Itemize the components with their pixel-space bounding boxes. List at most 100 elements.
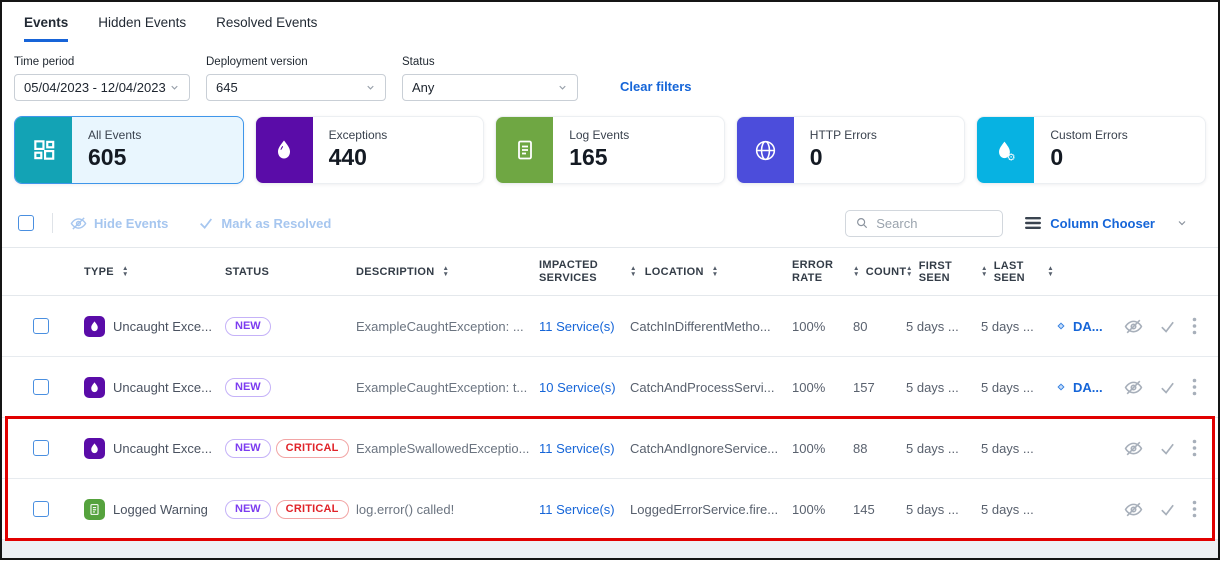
impacted-services-link[interactable]: 11 Service(s) (539, 318, 615, 334)
col-location: LOCATION (644, 265, 704, 278)
toolbar-right: Column Chooser (845, 209, 1188, 237)
search-input[interactable] (876, 215, 987, 231)
table-rows: Uncaught Exce... NEW ExampleCaughtExcept… (2, 296, 1218, 541)
filter-time-period: Time period 05/04/2023 - 12/04/2023 (14, 56, 190, 101)
hide-event-icon[interactable] (1124, 378, 1143, 397)
select-all-checkbox[interactable] (18, 215, 34, 231)
hide-events-label: Hide Events (94, 215, 169, 231)
search-box (845, 209, 1004, 237)
flame-icon (255, 117, 313, 183)
row-checkbox[interactable] (33, 440, 49, 456)
col-last-seen: LAST SEEN (993, 259, 1025, 284)
impacted-services-link[interactable]: 11 Service(s) (539, 440, 615, 456)
resolve-event-icon[interactable] (1159, 501, 1176, 518)
kebab-menu-icon[interactable] (1192, 378, 1197, 396)
clear-filters-button[interactable]: Clear filters (620, 79, 692, 94)
kebab-menu-icon[interactable] (1192, 500, 1197, 518)
column-chooser-button[interactable]: Column Chooser (1025, 216, 1188, 231)
first-seen-value: 5 days ... (906, 440, 959, 456)
card-label: All Events (88, 128, 142, 142)
row-checkbox[interactable] (33, 318, 49, 334)
kebab-menu-icon[interactable] (1192, 317, 1197, 335)
deployment-version-select[interactable]: 645 (206, 74, 386, 101)
document-icon (496, 117, 554, 183)
count-value: 157 (853, 379, 875, 395)
time-period-select[interactable]: 05/04/2023 - 12/04/2023 (14, 74, 190, 101)
card-log-events[interactable]: Log Events 165 (495, 116, 725, 184)
sort-icon[interactable]: ▲ ▼ (906, 264, 913, 278)
sort-icon[interactable]: ▲ ▼ (630, 264, 637, 278)
resolve-event-icon[interactable] (1159, 318, 1176, 335)
card-all-events[interactable]: All Events 605 (14, 116, 244, 184)
time-period-value: 05/04/2023 - 12/04/2023 (24, 80, 166, 95)
event-location: CatchInDifferentMetho... (630, 318, 771, 334)
log-document-icon (84, 498, 105, 520)
diamond-icon (1057, 322, 1065, 330)
hide-event-icon[interactable] (1124, 317, 1143, 336)
search-icon (857, 218, 868, 229)
error-rate-value: 100% (792, 440, 826, 456)
status-badge-new: NEW (225, 377, 271, 397)
impacted-services-link[interactable]: 11 Service(s) (539, 501, 615, 517)
impacted-services-link[interactable]: 10 Service(s) (539, 379, 616, 395)
hamburger-icon (1025, 217, 1042, 229)
chevron-down-icon[interactable] (1176, 217, 1188, 229)
ticket-link[interactable]: DA... (1054, 319, 1103, 334)
sort-icon[interactable]: ▲ ▼ (442, 264, 450, 278)
event-location: CatchAndIgnoreService... (630, 440, 779, 456)
card-http-errors[interactable]: HTTP Errors 0 (735, 116, 966, 184)
hide-events-button[interactable]: Hide Events (70, 215, 168, 232)
col-description: DESCRIPTION (356, 265, 435, 278)
sort-icon[interactable]: ▲ ▼ (981, 264, 988, 278)
error-rate-value: 100% (792, 501, 826, 517)
sort-icon[interactable]: ▲ ▼ (853, 264, 860, 278)
card-label: Custom Errors (1050, 128, 1128, 142)
hide-event-icon[interactable] (1124, 500, 1143, 519)
exception-flame-icon (84, 315, 105, 337)
check-icon (200, 218, 213, 229)
filter-deployment-version: Deployment version 645 (206, 56, 386, 101)
row-checkbox[interactable] (33, 379, 49, 395)
status-value: Any (412, 80, 435, 95)
grid-layout-icon (15, 117, 72, 183)
filter-status: Status Any (402, 56, 578, 101)
ticket-link[interactable]: DA... (1054, 380, 1103, 395)
status-select[interactable]: Any (402, 74, 578, 101)
card-value: 605 (88, 144, 127, 170)
sort-icon[interactable]: ▲ ▼ (1047, 264, 1054, 278)
col-error-rate: ERROR RATE (792, 258, 834, 284)
mark-resolved-button[interactable]: Mark as Resolved (198, 215, 331, 231)
resolve-event-icon[interactable] (1159, 440, 1176, 457)
events-table: TYPE ▲ ▼ STATUS DESCRIPTION ▲ ▼ IMPACTED SERV… (2, 247, 1218, 541)
card-value: 165 (569, 144, 608, 170)
kebab-menu-icon[interactable] (1192, 439, 1197, 457)
tab-resolved-events[interactable]: Resolved Events (216, 15, 318, 30)
event-location: LoggedErrorService.fire... (630, 501, 779, 517)
time-period-label: Time period (14, 56, 75, 68)
card-custom-errors[interactable]: ⚙ Custom Errors 0 (976, 116, 1206, 184)
sort-icon[interactable]: ▲ ▼ (121, 264, 129, 278)
col-count: COUNT (865, 265, 907, 278)
last-seen-value: 5 days ... (981, 379, 1034, 395)
tab-hidden-events[interactable]: Hidden Events (98, 15, 187, 30)
event-type-label: Logged Warning (113, 501, 208, 517)
col-first-seen: FIRST SEEN (918, 259, 953, 284)
status-badge-new: NEW (225, 316, 271, 336)
card-label: HTTP Errors (809, 128, 877, 142)
globe-icon (736, 117, 794, 183)
tab-events[interactable]: Events (24, 15, 69, 42)
last-seen-value: 5 days ... (981, 318, 1034, 334)
resolve-event-icon[interactable] (1159, 379, 1176, 396)
count-value: 145 (853, 501, 875, 517)
hide-event-icon[interactable] (1124, 439, 1143, 458)
row-checkbox[interactable] (33, 501, 49, 517)
column-chooser-label: Column Chooser (1050, 215, 1155, 231)
table-row: Uncaught Exce... NEW ExampleCaughtExcept… (2, 296, 1218, 357)
sort-icon[interactable]: ▲ ▼ (711, 264, 719, 278)
card-exceptions[interactable]: Exceptions 440 (254, 116, 485, 184)
card-label: Exceptions (328, 128, 388, 142)
event-type-label: Uncaught Exce... (113, 318, 212, 334)
event-type-label: Uncaught Exce... (113, 379, 212, 395)
status-badge-new: NEW (225, 438, 271, 458)
